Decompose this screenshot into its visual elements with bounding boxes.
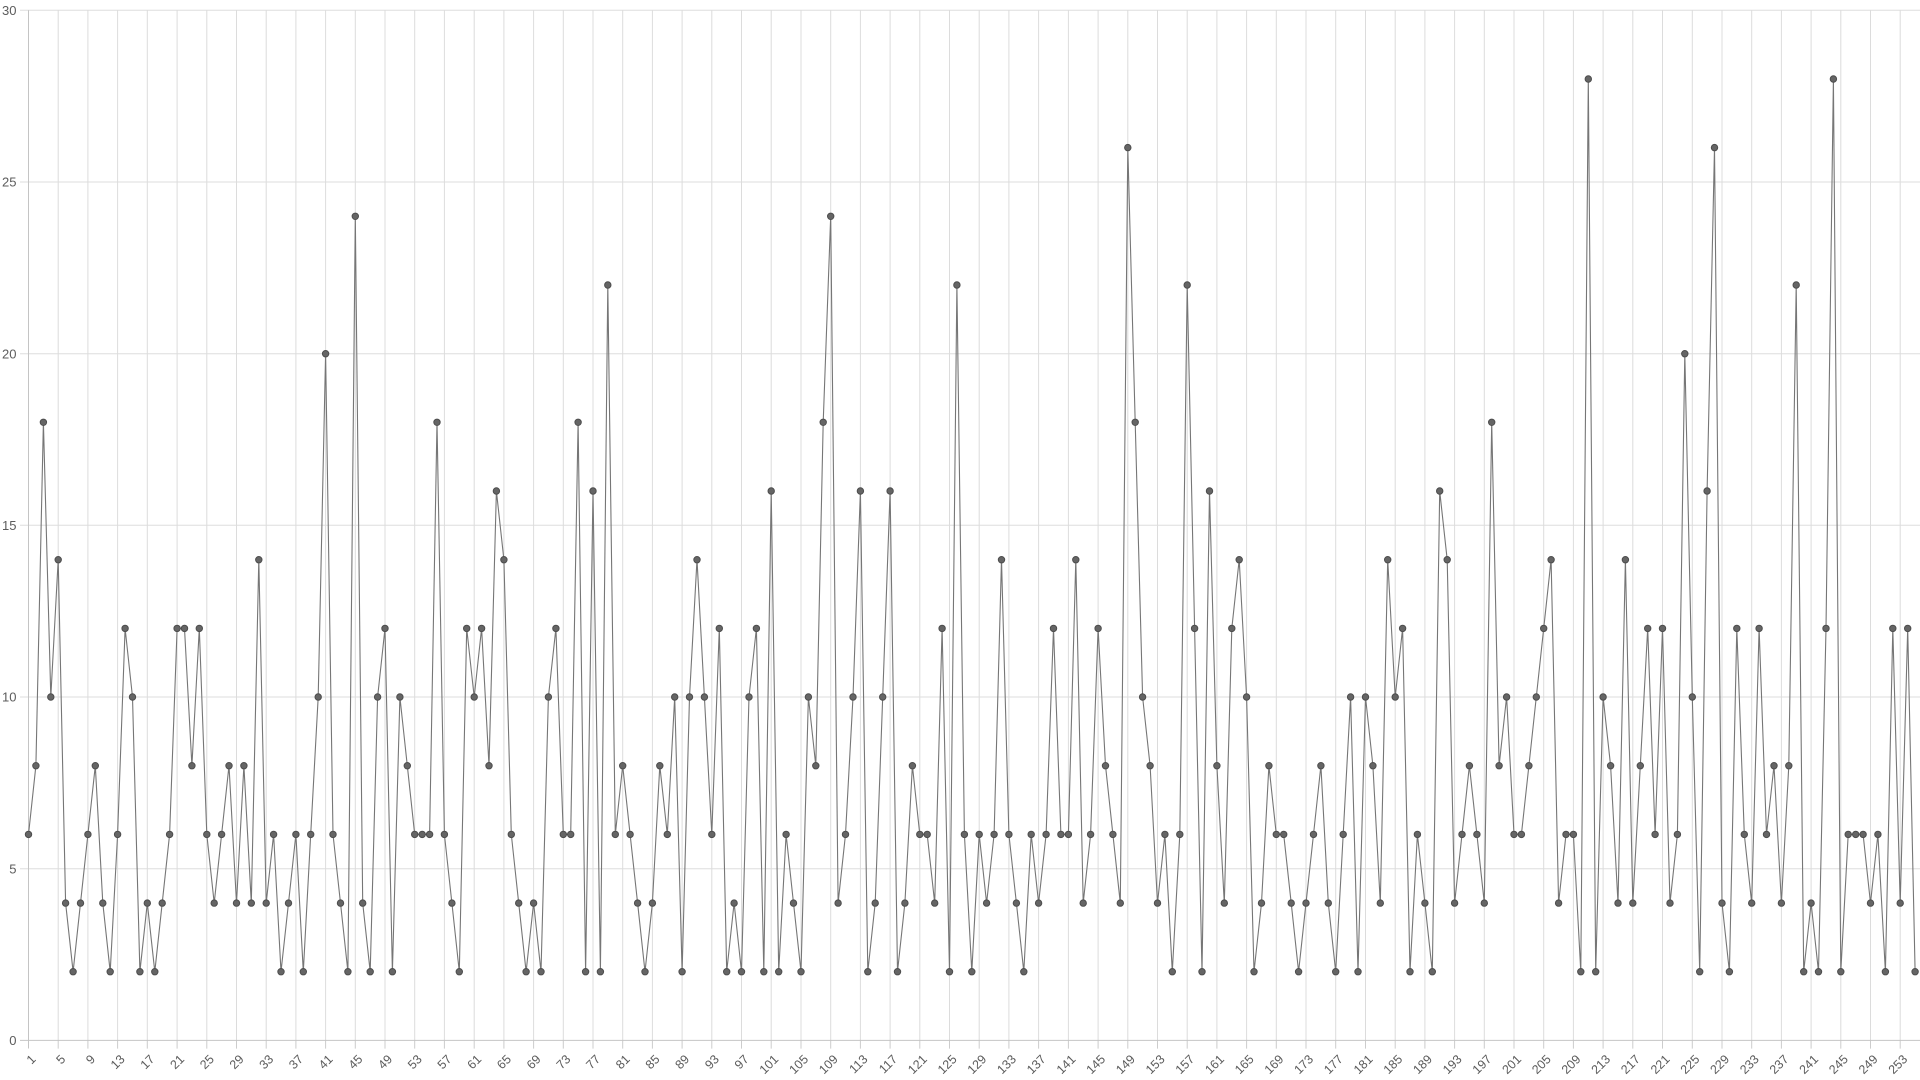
svg-text:5: 5 (9, 861, 16, 876)
svg-text:30: 30 (2, 3, 16, 18)
svg-text:0: 0 (9, 1033, 16, 1048)
svg-text:10: 10 (2, 690, 16, 705)
svg-text:20: 20 (2, 346, 16, 361)
svg-text:25: 25 (2, 175, 16, 190)
svg-text:15: 15 (2, 518, 16, 533)
